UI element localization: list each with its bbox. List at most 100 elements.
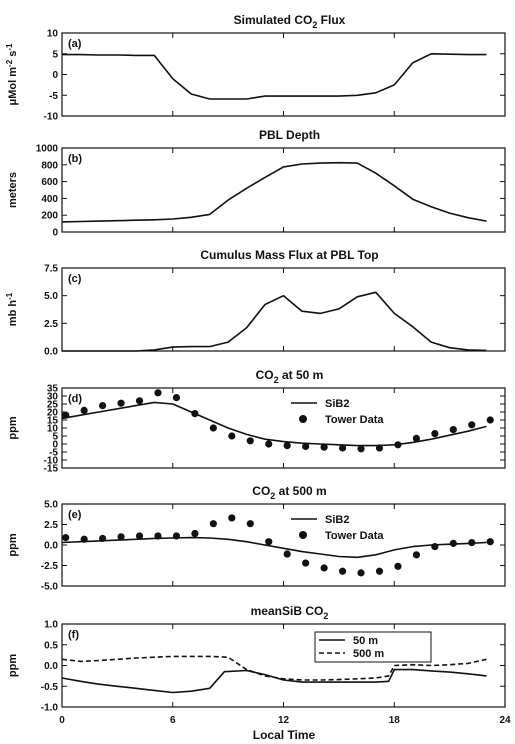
legend-label: SiB2 <box>325 398 349 410</box>
panel-label: (d) <box>68 393 82 405</box>
y-tick-label: 2.5 <box>44 319 58 330</box>
y-tick-label: -0.5 <box>41 682 59 693</box>
y-axis-label: ppm <box>7 654 19 677</box>
legend-box <box>314 631 432 663</box>
data-point-tower-data <box>357 445 365 453</box>
series-line-line <box>62 291 487 352</box>
y-tick-label: -5 <box>49 448 58 459</box>
data-point-tower-data <box>228 432 236 440</box>
data-point-tower-data <box>283 442 291 450</box>
y-tick-label: 15 <box>47 416 59 427</box>
data-point-tower-data <box>320 443 328 451</box>
legend-label: 50 m <box>353 635 378 647</box>
data-point-tower-data <box>209 424 217 432</box>
panel-label: (e) <box>68 509 82 521</box>
y-tick-label: -10 <box>44 456 59 467</box>
y-axis-label: μMol m-2 s-1 <box>5 43 19 105</box>
data-point-tower-data <box>394 562 402 570</box>
data-point-tower-data <box>80 535 88 543</box>
y-axis-label: ppm <box>7 533 19 556</box>
y-tick-label: 0.5 <box>44 640 58 651</box>
data-point-tower-data <box>154 532 162 540</box>
legend-marker <box>299 531 307 539</box>
data-point-tower-data <box>320 564 328 572</box>
data-point-tower-data <box>80 406 88 414</box>
y-tick-label: 0 <box>52 228 58 239</box>
y-tick-label: -5 <box>49 91 58 102</box>
data-point-tower-data <box>191 410 199 418</box>
series-line-500-m <box>61 655 487 681</box>
panel-label: (f) <box>68 629 79 641</box>
series-line-50-m <box>61 668 487 694</box>
y-tick-label: 0.0 <box>44 661 58 672</box>
y-tick-label: 0.0 <box>44 541 58 552</box>
y-tick-label: 1000 <box>36 144 59 155</box>
legend-label: SiB2 <box>325 514 349 526</box>
x-tick-label: 24 <box>499 715 511 726</box>
y-tick-label: 5.0 <box>44 291 58 302</box>
data-point-tower-data <box>228 514 236 522</box>
y-tick-label: 0.0 <box>44 347 58 358</box>
series-line-sib2 <box>61 401 487 447</box>
panel-a: Simulated CO2 Flux (a) -10 -5 0 5 10 μMol m-2 s… <box>5 13 506 123</box>
data-point-tower-data <box>338 444 347 452</box>
y-tick-label: -2.5 <box>41 561 59 572</box>
panel-title: PBL Depth <box>259 128 320 142</box>
data-point-tower-data <box>375 567 384 575</box>
y-tick-label: 0 <box>52 440 58 451</box>
data-point-tower-data <box>209 520 217 528</box>
data-point-tower-data <box>135 397 144 405</box>
data-point-tower-data <box>172 532 181 540</box>
legend-label: Tower Data <box>325 414 384 426</box>
panel-label: (b) <box>68 153 82 165</box>
y-tick-label: 5.0 <box>44 500 58 511</box>
data-point-tower-data <box>412 551 420 559</box>
y-tick-label: -5.0 <box>41 582 59 593</box>
y-axis-label: mb h-1 <box>5 292 19 326</box>
data-point-tower-data <box>302 442 310 450</box>
panel-label: (a) <box>68 38 82 50</box>
data-point-tower-data <box>117 533 125 541</box>
panel-title: CO2 at 50 m <box>256 368 324 385</box>
legend-label: 500 m <box>353 648 384 660</box>
y-tick-label: -10 <box>44 112 59 123</box>
plot-frame <box>61 267 506 352</box>
y-tick-label: 0 <box>52 70 58 81</box>
data-point-tower-data <box>154 389 162 397</box>
data-point-tower-data <box>265 440 273 448</box>
y-tick-label: 2.5 <box>44 520 58 531</box>
panel-title: Cumulus Mass Flux at PBL Top <box>200 248 378 262</box>
y-axis-label: meters <box>7 172 19 208</box>
data-point-tower-data <box>431 543 439 551</box>
y-tick-label: 5 <box>52 49 58 60</box>
x-axis-label: Local Time <box>253 728 316 742</box>
x-tick-label: 12 <box>278 715 290 726</box>
data-point-tower-data <box>486 416 494 424</box>
panel-e: CO2 at 500 m (e) -5.0 -2.5 0.0 2.5 5.0 ppm SiB2 T… <box>7 484 506 593</box>
y-tick-label: -15 <box>44 464 59 475</box>
x-tick-label: 6 <box>170 715 176 726</box>
data-point-tower-data <box>172 394 181 402</box>
panel-title: meanSiB CO2 <box>251 604 329 621</box>
data-point-tower-data <box>375 444 384 452</box>
series-line-line <box>62 53 487 100</box>
data-point-tower-data <box>99 402 107 410</box>
data-point-tower-data <box>302 559 310 567</box>
data-point-tower-data <box>135 532 144 540</box>
data-point-tower-data <box>431 430 439 438</box>
series-line-sib2 <box>61 536 487 559</box>
data-point-tower-data <box>486 538 494 546</box>
data-point-tower-data <box>449 426 457 434</box>
series-line-line <box>61 161 487 223</box>
data-point-tower-data <box>246 437 254 445</box>
x-tick-label: 0 <box>59 715 65 726</box>
legend: SiB2 Tower Data <box>291 514 384 542</box>
panel-c: Cumulus Mass Flux at PBL Top (c) 0.0 2.5 5.0… <box>5 248 506 358</box>
data-point-tower-data <box>357 569 365 577</box>
y-tick-label: 1.0 <box>44 620 58 631</box>
panel-f: meanSiB CO2 (f) -1.0 -0.5 0.0 0.5 1.0 0 6 12 18 24 p… <box>7 604 511 726</box>
x-tick-label: 18 <box>389 715 401 726</box>
legend: SiB2 Tower Data <box>291 398 384 426</box>
